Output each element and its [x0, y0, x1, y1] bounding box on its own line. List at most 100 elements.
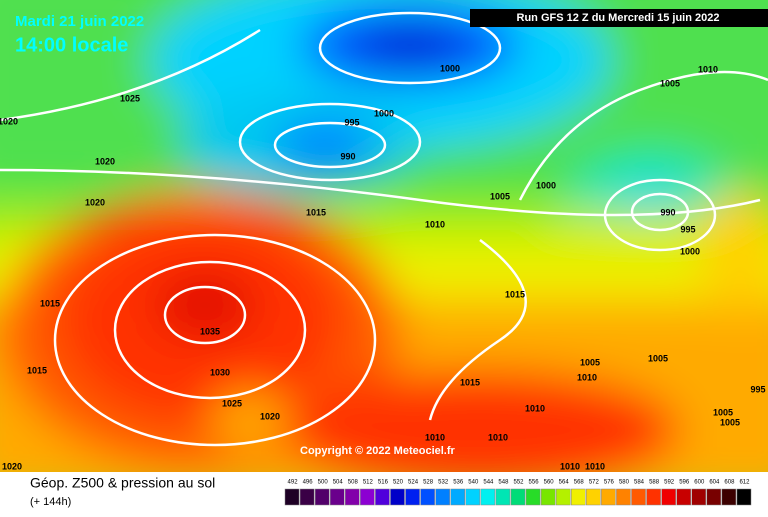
- legend-swatch: [314, 488, 330, 506]
- legend-swatch: [555, 488, 571, 506]
- legend-level: 552: [513, 480, 524, 486]
- legend-swatch: [390, 488, 405, 506]
- legend-level: 500: [318, 480, 329, 486]
- isobar-label: 1010: [698, 64, 718, 74]
- legend-swatch: [405, 488, 420, 506]
- legend-title: Géop. Z500 & pression au sol: [30, 475, 215, 491]
- legend-swatch: [435, 488, 450, 506]
- isobar-label: 1015: [27, 365, 47, 375]
- legend-swatch: [736, 488, 752, 506]
- legend-level: 612: [739, 480, 750, 486]
- legend-level: 576: [604, 480, 615, 486]
- isobar-label: 995: [344, 117, 359, 127]
- time: 14:00 locale: [15, 34, 128, 56]
- legend-level: 536: [453, 480, 464, 486]
- run-info: Run GFS 12 Z du Mercredi 15 juin 2022: [517, 12, 720, 24]
- isobar-label: 1020: [0, 116, 18, 126]
- isobar-label: 1010: [425, 432, 445, 442]
- isobars: [0, 11, 768, 447]
- legend-swatch: [510, 488, 526, 506]
- legend-swatch: [495, 488, 511, 506]
- legend-swatch: [601, 488, 616, 506]
- legend-level: 524: [408, 480, 419, 486]
- isobar-label: 1020: [95, 156, 115, 166]
- legend-level: 568: [574, 480, 585, 486]
- legend-lead: (+ 144h): [30, 496, 71, 508]
- legend-swatch: [586, 488, 601, 506]
- isobar-label: 990: [340, 151, 355, 161]
- isobar-label: 1015: [460, 377, 480, 387]
- legend-level: 572: [589, 480, 600, 486]
- legend-swatch: [691, 488, 707, 506]
- isobar-label: 1015: [505, 289, 525, 299]
- legend-swatch: [646, 488, 661, 506]
- legend-level: 588: [649, 480, 660, 486]
- isobar-label: 1015: [40, 298, 60, 308]
- legend-swatch: [345, 488, 360, 506]
- legend-level: 544: [483, 480, 494, 486]
- legend-level: 560: [544, 480, 555, 486]
- isobar-label: 1005: [490, 191, 510, 201]
- isobar-label: 1020: [85, 197, 105, 207]
- legend-swatch: [420, 488, 435, 506]
- legend-swatch: [375, 488, 390, 506]
- isobar-label: 1010: [525, 403, 545, 413]
- isobar-label: 1025: [222, 398, 242, 408]
- isobar-label: 1000: [536, 180, 556, 190]
- legend-swatch: [661, 488, 676, 506]
- isobar-label: 1030: [210, 367, 230, 377]
- isobar-label: 1005: [580, 357, 600, 367]
- legend-swatch: [721, 488, 737, 506]
- isobar-label: 1010: [577, 372, 597, 382]
- isobar-label: 1000: [440, 63, 460, 73]
- legend-level: 508: [348, 480, 359, 486]
- isobar-label: 1010: [585, 461, 605, 471]
- isobar-label: 995: [750, 384, 765, 394]
- run-box: [470, 9, 768, 27]
- legend-level: 584: [634, 480, 645, 486]
- legend-level: 540: [468, 480, 479, 486]
- legend-swatch: [676, 488, 691, 506]
- isobar-label: 1025: [120, 93, 140, 103]
- legend-level: 600: [694, 480, 705, 486]
- legend-level: 548: [498, 480, 509, 486]
- legend-level: 520: [393, 480, 404, 486]
- legend-swatch: [465, 488, 481, 506]
- legend-level: 516: [378, 480, 389, 486]
- legend-swatch: [631, 488, 646, 506]
- legend-level: 604: [709, 480, 720, 486]
- legend-swatch: [706, 488, 722, 506]
- legend-level: 504: [333, 480, 344, 486]
- legend-level: 496: [303, 480, 314, 486]
- legend-level: 592: [664, 480, 675, 486]
- legend-level: 492: [288, 480, 299, 486]
- isobar-label: 1000: [680, 246, 700, 256]
- legend-level: 596: [679, 480, 690, 486]
- legend-swatch: [480, 488, 496, 506]
- isobar-label: 1010: [560, 461, 580, 471]
- legend-swatch: [525, 488, 541, 506]
- legend-level: 556: [529, 480, 540, 486]
- legend-swatch: [450, 488, 466, 506]
- isobar-label: 1035: [200, 326, 220, 336]
- isobar-label: 990: [660, 207, 675, 217]
- legend-swatch: [299, 488, 315, 506]
- legend-level: 528: [423, 480, 434, 486]
- isobar-label: 1020: [260, 411, 280, 421]
- isobar-label: 1000: [374, 108, 394, 118]
- legend-level: 608: [724, 480, 735, 486]
- isobar-label: 1010: [425, 219, 445, 229]
- legend-level: 512: [363, 480, 374, 486]
- legend-level: 564: [559, 480, 570, 486]
- isobar-label: 1020: [2, 461, 22, 471]
- isobar-label: 1005: [660, 78, 680, 88]
- isobar-label: 1010: [488, 432, 508, 442]
- isobar-label: 1005: [713, 407, 733, 417]
- field: [0, 0, 768, 500]
- legend-swatch: [360, 488, 375, 506]
- legend-level: 532: [438, 480, 449, 486]
- legend-swatch: [540, 488, 556, 506]
- isobar-label: 1015: [306, 207, 326, 217]
